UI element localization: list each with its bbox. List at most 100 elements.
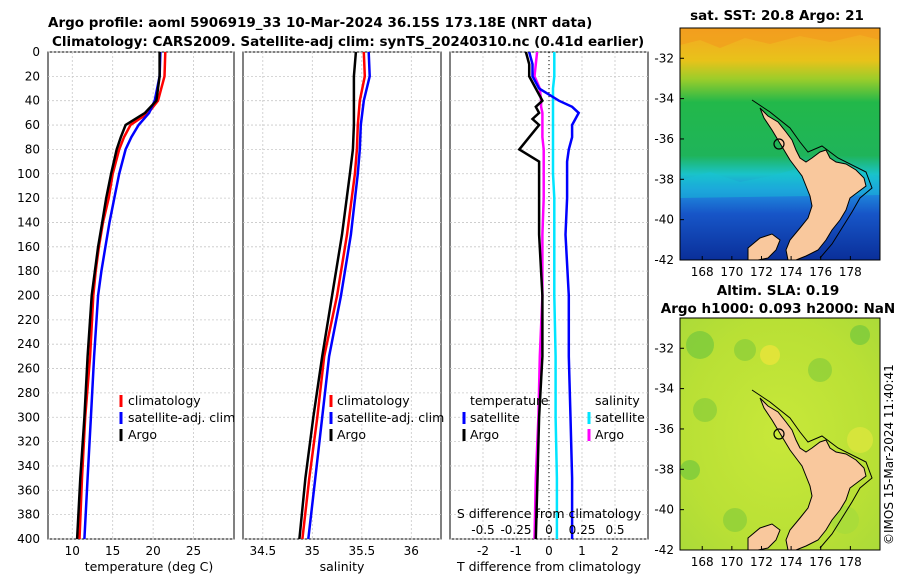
legend-satellite: satellite-adj. clim xyxy=(128,410,235,425)
north-island-land xyxy=(759,107,867,260)
sla-eddy xyxy=(850,325,870,345)
x-tick-label: 0 xyxy=(545,544,553,558)
lat-tick-label: -40 xyxy=(654,503,674,517)
sla-eddy xyxy=(680,460,700,480)
sst-map-frame xyxy=(679,27,881,261)
legend-argo: Argo xyxy=(128,427,157,442)
lat-tick-label: -34 xyxy=(654,382,674,396)
temperature-satellite-line xyxy=(83,52,162,539)
lon-tick-label: 172 xyxy=(750,555,773,569)
sla-lat-tick-labels: -32 -34 -36 -38 -40 -42 xyxy=(654,341,684,557)
sla-lon-tick-labels: 168 170 172 174 176 178 xyxy=(691,546,862,569)
y-tick-label: 100 xyxy=(17,167,40,181)
legend-s-argo: Argo xyxy=(595,427,624,442)
sla-eddy xyxy=(723,508,747,532)
s-difference-xlabel: S difference from climatology xyxy=(457,506,642,521)
salinity-panel: 34.5 35 35.5 36 climatology satellite-adj. … xyxy=(242,51,444,574)
legend-argo: Argo xyxy=(337,427,366,442)
sla-eddy xyxy=(760,345,780,365)
y-tick-label: 200 xyxy=(17,289,40,303)
y-tick-label: 380 xyxy=(17,508,40,522)
y-tick-label: 320 xyxy=(17,435,40,449)
legend-t-argo: Argo xyxy=(470,427,499,442)
s-tick-label: 0.25 xyxy=(569,523,596,537)
lon-tick-label: 174 xyxy=(780,265,803,279)
y-tick-label: 40 xyxy=(25,94,40,108)
lat-tick-label: -42 xyxy=(654,253,674,267)
lon-tick-label: 172 xyxy=(750,265,773,279)
south-island-land xyxy=(747,233,781,260)
x-tick-label: 15 xyxy=(105,544,120,558)
y-tick-label: 340 xyxy=(17,459,40,473)
x-tick-label: -1 xyxy=(510,544,522,558)
temperature-tick-labels: 10 15 20 25 xyxy=(65,544,202,558)
lon-tick-label: 170 xyxy=(720,265,743,279)
legend-climatology: climatology xyxy=(128,393,201,408)
temperature-xlabel: temperature (deg C) xyxy=(85,559,214,574)
sst-lon-tick-labels: 168 170 172 174 176 178 xyxy=(691,256,862,279)
x-tick-label: -2 xyxy=(477,544,489,558)
sst-map: sat. SST: 20.8 Argo: 21 -32-34-36-38-40-… xyxy=(654,8,881,279)
lat-tick-label: -40 xyxy=(654,213,674,227)
imos-timestamp: ©IMOS 15-Mar-2024 11:40:41 xyxy=(882,364,896,545)
s-tick-label: -0.25 xyxy=(500,523,531,537)
x-tick-label: 1 xyxy=(578,544,586,558)
lat-tick-label: -36 xyxy=(654,422,674,436)
lon-tick-label: 170 xyxy=(720,555,743,569)
x-tick-label: 35 xyxy=(305,544,320,558)
y-tick-label: 260 xyxy=(17,362,40,376)
difference-legend: temperature satellite Argo salinity sate… xyxy=(462,393,645,442)
sla-map-title: Altim. SLA: 0.19 xyxy=(717,283,839,299)
temperature-legend: climatology satellite-adj. clim Argo xyxy=(119,393,235,442)
legend-s-satellite: satellite xyxy=(595,410,645,425)
x-tick-label: 35.5 xyxy=(348,544,375,558)
t-difference-tick-labels: -2 -1 0 1 2 xyxy=(477,544,619,558)
y-tick-label: 400 xyxy=(17,532,40,546)
salinity-argo-line xyxy=(298,52,358,539)
y-tick-label: 80 xyxy=(25,142,40,156)
difference-panel: -2 -1 0 1 2 temperature satellite Argo salin… xyxy=(449,51,649,574)
y-tick-label: 360 xyxy=(17,483,40,497)
s-tick-label: 0.5 xyxy=(605,523,624,537)
lon-tick-label: 176 xyxy=(809,555,832,569)
y-tick-label: 220 xyxy=(17,313,40,327)
y-tick-label: 120 xyxy=(17,191,40,205)
north-island-land xyxy=(759,397,867,550)
y-tick-label: 180 xyxy=(17,264,40,278)
s-diff-satellite-line xyxy=(551,52,559,539)
t-difference-xlabel: T difference from climatology xyxy=(456,559,642,574)
salinity-tick-labels: 34.5 35 35.5 36 xyxy=(249,544,419,558)
lon-tick-label: 176 xyxy=(809,265,832,279)
x-tick-label: 25 xyxy=(186,544,201,558)
title-line1: Argo profile: aoml 5906919_33 10-Mar-202… xyxy=(48,15,592,31)
sla-map: Altim. SLA: 0.19 Argo h1000: 0.093 h2000… xyxy=(654,283,895,569)
lat-tick-label: -34 xyxy=(654,92,674,106)
difference-grid xyxy=(450,51,648,540)
lat-tick-label: -32 xyxy=(654,51,674,65)
salinity-legend: climatology satellite-adj. clim Argo xyxy=(329,393,444,442)
lat-tick-label: -42 xyxy=(654,543,674,557)
y-tick-label: 240 xyxy=(17,337,40,351)
y-tick-label: 300 xyxy=(17,410,40,424)
salinity-xlabel: salinity xyxy=(320,559,365,574)
lon-tick-label: 168 xyxy=(691,555,714,569)
x-tick-label: 36 xyxy=(404,544,419,558)
legend-t-satellite: satellite xyxy=(470,410,520,425)
y-tick-label: 0 xyxy=(32,45,40,59)
sla-eddy xyxy=(808,358,832,382)
sla-map-frame xyxy=(679,317,881,551)
sla-map-subtitle: Argo h1000: 0.093 h2000: NaN xyxy=(661,301,895,317)
sst-lat-tick-labels: -32 -34 -36 -38 -40 -42 xyxy=(654,51,684,267)
lat-tick-label: -38 xyxy=(654,462,674,476)
south-island-land xyxy=(747,523,781,550)
legend-temperature-title: temperature xyxy=(470,393,549,408)
legend-climatology: climatology xyxy=(337,393,410,408)
x-tick-label: 20 xyxy=(145,544,160,558)
s-difference-tick-labels: -0.5 -0.25 0 0.25 0.5 xyxy=(471,523,624,537)
y-tick-label: 60 xyxy=(25,118,40,132)
lat-tick-label: -32 xyxy=(654,341,674,355)
y-tick-label: 20 xyxy=(25,69,40,83)
lon-tick-label: 178 xyxy=(839,555,862,569)
s-tick-label: -0.5 xyxy=(471,523,494,537)
lat-tick-label: -38 xyxy=(654,172,674,186)
